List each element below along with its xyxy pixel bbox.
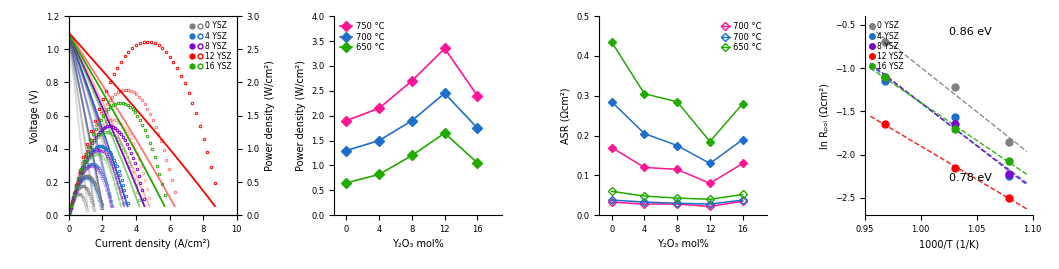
650 °C [406,154,418,157]
X-axis label: Y₂O₃ mol%: Y₂O₃ mol% [392,239,444,249]
700 °C [471,126,484,130]
750 °C [471,94,484,97]
X-axis label: Current density (A/cm²): Current density (A/cm²) [95,239,211,249]
Legend: 700 °C, 700 °C, 650 °C: 700 °C, 700 °C, 650 °C [720,20,764,54]
Legend: 0 YSZ, 4 YSZ, 8 YSZ, 12 YSZ, 16 YSZ: 0 YSZ, 4 YSZ, 8 YSZ, 12 YSZ, 16 YSZ [868,20,905,73]
X-axis label: 1000/T (1/K): 1000/T (1/K) [918,239,979,249]
750 °C [340,119,353,122]
Line: 650 °C: 650 °C [343,130,481,186]
650 °C [340,181,353,185]
Legend: 0 YSZ, 4 YSZ, 8 YSZ, 12 YSZ, 16 YSZ: 0 YSZ, 4 YSZ, 8 YSZ, 12 YSZ, 16 YSZ [189,20,233,73]
Y-axis label: Power density (W/cm²): Power density (W/cm²) [265,60,275,171]
750 °C [373,107,385,110]
Y-axis label: ASR (Ωcm²): ASR (Ωcm²) [561,87,571,144]
700 °C [438,92,451,95]
Legend: 750 °C, 700 °C, 650 °C: 750 °C, 700 °C, 650 °C [338,20,385,54]
Text: 0.78 eV: 0.78 eV [949,173,991,183]
Y-axis label: Power density (W/cm²): Power density (W/cm²) [295,60,306,171]
Line: 700 °C: 700 °C [343,90,481,154]
650 °C [438,132,451,135]
750 °C [438,47,451,50]
Text: 0.86 eV: 0.86 eV [949,27,991,37]
650 °C [471,161,484,165]
Y-axis label: Voltage (V): Voltage (V) [31,89,40,143]
X-axis label: Y₂O₃ mol%: Y₂O₃ mol% [658,239,710,249]
Y-axis label: ln Rₚₒₗ (Ωcm²): ln Rₚₒₗ (Ωcm²) [820,83,829,148]
700 °C [340,149,353,152]
650 °C [373,173,385,176]
700 °C [373,139,385,142]
750 °C [406,79,418,83]
700 °C [406,119,418,122]
Line: 750 °C: 750 °C [343,45,481,124]
